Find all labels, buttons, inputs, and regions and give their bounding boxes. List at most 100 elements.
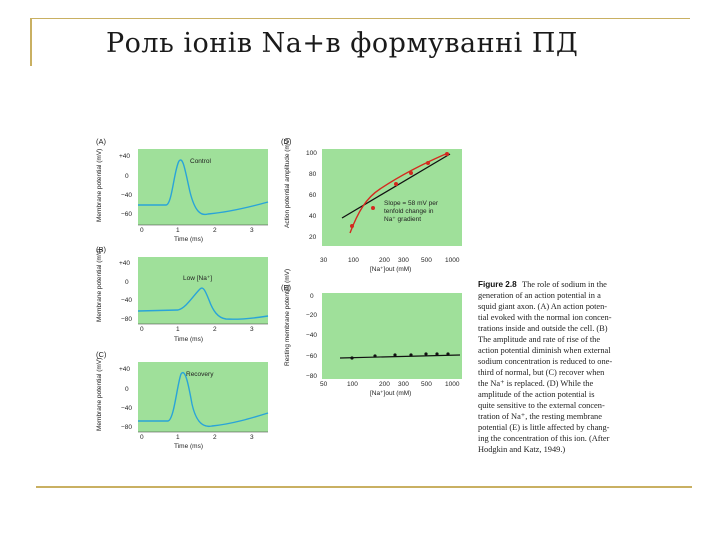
- caption-line: generation of an action potential in a: [478, 291, 601, 300]
- caption-line: The role of sodium in the: [522, 280, 607, 289]
- panel-e-ytick: −60: [306, 353, 317, 360]
- panel-b-xtick: 0: [140, 326, 144, 333]
- panel-d-ytick: 60: [309, 192, 317, 199]
- panel-c-xtick: 1: [176, 434, 180, 441]
- slide-title: Роль іонів Na+в формуванні ПД: [106, 28, 579, 59]
- panel-e-point: [435, 352, 439, 356]
- panel-a-xlabel: Time (ms): [174, 236, 203, 243]
- panel-a-xtick: 1: [176, 227, 180, 234]
- panel-b-ylabel: Membrane potential (mV): [96, 249, 103, 322]
- panel-e-xtick: 300: [398, 381, 409, 388]
- panel-d-point: [394, 182, 398, 186]
- panel-e-xtick: 100: [347, 381, 358, 388]
- panel-b-xtick: 3: [250, 326, 254, 333]
- panel-b-xtick: 2: [213, 326, 217, 333]
- figure-caption: Figure 2.8 The role of sodium in the gen…: [478, 280, 612, 454]
- panel-d-ytick: 20: [309, 234, 317, 241]
- panel-e-letter: (E): [281, 283, 292, 292]
- panel-e-ytick: −40: [306, 332, 317, 339]
- panel-d-xtick: 100: [348, 257, 359, 264]
- panel-d-point: [426, 161, 430, 165]
- panel-a-plot-area: [138, 149, 268, 225]
- panel-b-xtick: 1: [176, 326, 180, 333]
- panel-c-xtick: 3: [250, 434, 254, 441]
- panel-b-label: Low [Na⁺]: [183, 275, 212, 282]
- panel-b-ytick: −40: [121, 297, 132, 304]
- panel-b: (B) Membrane potential (mV) +40 0 −40 −8…: [96, 245, 269, 343]
- panel-e-xtick: 500: [421, 381, 432, 388]
- panel-a-ytick: −40: [121, 192, 132, 199]
- panel-a-xtick: 0: [140, 227, 144, 234]
- panel-d-xlabel: [Na⁺]out (mM): [370, 266, 411, 273]
- panel-e-xtick: 1000: [445, 381, 460, 388]
- panel-d-annotation: tenfold change in: [384, 208, 434, 215]
- panel-e-point: [373, 354, 377, 358]
- panel-d-xtick: 500: [421, 257, 432, 264]
- panel-e-point: [393, 353, 397, 357]
- panel-a-ytick: 0: [125, 173, 129, 180]
- panel-b-ytick: +40: [119, 260, 130, 267]
- panel-c: (C) Membrane potential (mV) +40 0 −40 −8…: [96, 350, 269, 450]
- panel-e-xtick: 200: [379, 381, 390, 388]
- caption-line: action potential diminish when external: [478, 346, 611, 355]
- panel-d-annotation: Slope = 58 mV per: [384, 200, 439, 207]
- panel-c-label: Recovery: [186, 371, 214, 378]
- caption-line: The amplitude and rate of rise of the: [478, 335, 600, 344]
- panel-d-xtick: 300: [398, 257, 409, 264]
- slide-top-rule: [30, 18, 690, 19]
- panel-c-ytick: 0: [125, 386, 129, 393]
- panel-c-xtick: 2: [213, 434, 217, 441]
- panel-e-xlabel: [Na⁺]out (mM): [370, 390, 411, 397]
- caption-line: third of normal, but (C) recover when: [478, 368, 605, 377]
- panel-d-ytick: 80: [309, 171, 317, 178]
- panel-d: (D) Action potential amplitude (mV) 100 …: [281, 137, 462, 273]
- panel-b-ytick: 0: [125, 279, 129, 286]
- panel-c-xlabel: Time (ms): [174, 443, 203, 450]
- panel-e-ytick: −20: [306, 312, 317, 319]
- panel-d-point: [409, 171, 413, 175]
- caption-line: tial evoked with the normal ion concen-: [478, 313, 612, 322]
- panel-e-plot-area: [322, 293, 462, 379]
- panel-a-xtick: 3: [250, 227, 254, 234]
- panel-a-trace: [138, 159, 269, 216]
- panel-e-xtick: 50: [320, 381, 328, 388]
- caption-line: Hodgkin and Katz, 1949.): [478, 445, 565, 454]
- panel-b-plot-area: [138, 257, 268, 324]
- panel-e-ylabel: Resting membrane potential (mV): [284, 269, 291, 366]
- panel-e-ytick: 0: [310, 293, 314, 300]
- caption-line: trations inside and outside the cell. (B…: [478, 324, 608, 333]
- panel-d-xtick: 30: [320, 257, 328, 264]
- panel-d-annotation: Na⁺ gradient: [384, 216, 421, 223]
- panel-b-xlabel: Time (ms): [174, 336, 203, 343]
- caption-line: quite sensitive to the external concen-: [478, 401, 605, 410]
- panel-b-trace: [137, 287, 269, 320]
- panel-e-fit-line: [339, 354, 461, 359]
- panel-d-point: [350, 224, 354, 228]
- panel-e: (E) Resting membrane potential (mV) 0 −2…: [281, 269, 462, 397]
- panel-c-ytick: −40: [121, 405, 132, 412]
- caption-line: ing the concentration of this ion. (Afte…: [478, 434, 610, 443]
- panel-c-ylabel: Membrane potential (mV): [96, 358, 103, 431]
- caption-line: sodium concentration is reduced to one-: [478, 357, 612, 366]
- panel-d-ylabel: Action potential amplitude (mV): [284, 138, 291, 228]
- panel-a-letter: (A): [96, 137, 107, 146]
- panel-e-point: [424, 352, 428, 356]
- panel-e-ytick: −80: [306, 373, 317, 380]
- panel-b-letter: (B): [96, 245, 107, 254]
- panel-d-letter: (D): [281, 137, 292, 146]
- caption-line: squid giant axon. (A) An action poten-: [478, 302, 607, 311]
- caption-line: tration of Na⁺, the resting membrane: [478, 412, 602, 421]
- panel-d-point: [371, 206, 375, 210]
- panel-e-point: [409, 353, 413, 357]
- panel-c-ytick: +40: [119, 366, 130, 373]
- panel-a-ytick: −60: [121, 211, 132, 218]
- panel-a-ylabel: Membrane potential (mV): [96, 149, 103, 222]
- caption-line: the Na⁺ is replaced. (D) While the: [478, 379, 593, 388]
- panel-e-point: [350, 356, 354, 360]
- panel-d-ytick: 40: [309, 213, 317, 220]
- caption-line: potential (E) is little affected by chan…: [478, 423, 610, 432]
- panel-c-trace: [138, 371, 269, 428]
- slide-bottom-rule: [36, 486, 692, 488]
- panel-a-ytick: +40: [119, 153, 130, 160]
